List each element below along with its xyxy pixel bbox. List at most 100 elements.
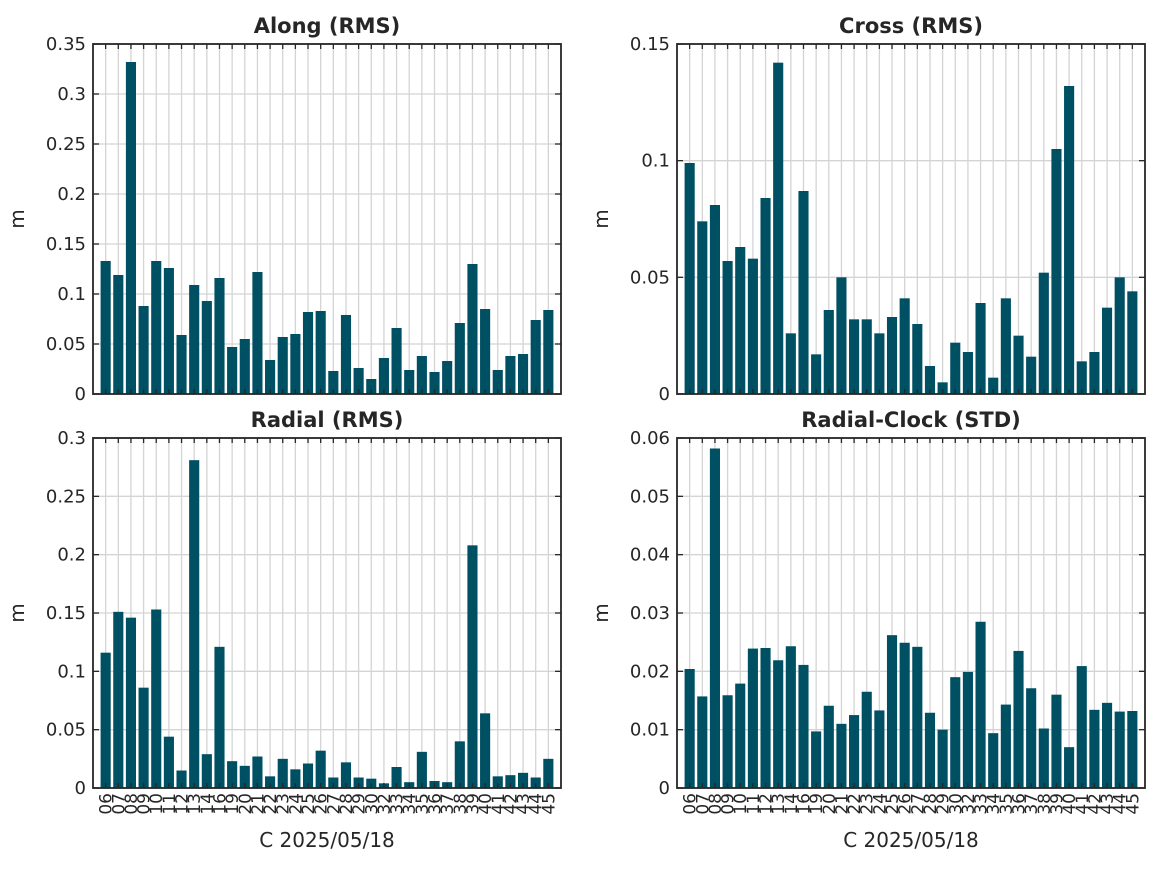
bar-10 [151,609,162,788]
x-tick-label: 38 [451,793,471,815]
bar-08 [125,617,137,788]
chart-panel-4: 00.010.020.030.040.050.06060708091011121… [589,408,1146,852]
chart-title: Along (RMS) [254,14,401,38]
bar-41 [492,776,503,788]
bar-26 [315,311,326,394]
x-tick-label: 20 [236,793,256,815]
bar-26 [899,298,910,394]
x-tick-label: 14 [782,793,802,815]
chart-title: Radial-Clock (STD) [801,408,1021,432]
x-tick-label: 44 [1111,793,1131,815]
bar-40 [1064,747,1075,788]
x-tick-label: 35 [413,793,433,815]
bar-33 [391,767,402,788]
bar-16 [798,191,809,394]
x-tick-label: 23 [858,793,878,815]
bar-23 [861,691,872,788]
bar-43 [1101,702,1113,788]
bar-23 [861,319,872,394]
y-tick-label: 0.01 [630,720,670,741]
bar-25 [886,317,898,394]
bar-10 [735,247,746,394]
x-tick-label: 21 [832,793,852,815]
bar-07 [697,696,708,788]
bar-19 [811,354,822,394]
x-tick-label: 41 [1073,793,1093,815]
bar-34 [988,733,999,788]
y-tick-label: 0.15 [630,34,670,55]
bar-08 [709,205,721,394]
y-tick-label: 0.2 [57,545,86,566]
x-tick-label: 09 [719,793,739,815]
y-axis-label: m [5,603,29,622]
x-tick-label: 19 [223,793,243,815]
bar-21 [836,723,847,788]
bar-22 [265,360,276,394]
y-tick-label: 0.35 [46,34,86,55]
bar-23 [277,758,288,788]
bar-27 [328,371,339,394]
bar-16 [214,646,225,788]
x-tick-label: 45 [539,793,559,815]
bar-44 [530,320,541,394]
bar-09 [138,306,149,394]
x-tick-label: 11 [160,793,180,815]
chart-panel-1: 0 0.05 0.1 0.15 0.2 0.25 0.3 0.35 Along (RMS) m [5,14,562,405]
bar-09 [722,695,733,788]
y-tick-label: 0.25 [46,486,86,507]
bar-14 [201,301,212,394]
y-tick-label: 0.02 [630,661,670,682]
x-tick-label: 35 [997,793,1017,815]
bar-28 [340,315,352,394]
x-tick-label: 30 [946,793,966,815]
bar-37 [442,361,453,394]
bar-38 [454,741,465,788]
x-tick-label: 12 [173,793,193,815]
bar-43 [517,772,529,788]
y-axis-label: m [5,209,29,228]
x-tick-label: 28 [921,793,941,815]
chart-panel-3: 0 0.05 0.1 0.15 0.2 0.25 0.3 060708091011121314… [5,408,562,852]
bar-39 [1051,149,1062,394]
axes-box [676,43,1146,395]
x-tick-label: 11 [744,793,764,815]
bar-12 [176,335,187,394]
chart-title: Radial (RMS) [251,408,404,432]
x-tick-label: 22 [845,793,865,815]
bar-11 [747,258,758,394]
bar-19 [227,347,238,394]
bar-35 [1000,298,1011,394]
x-tick-label: 25 [883,793,903,815]
x-tick-label: 36 [426,793,446,815]
chart-panel-2: 0 0.05 0.1 0.15 Cross (RMS) m [589,14,1146,405]
bar-44 [1114,277,1125,394]
bar-16 [798,664,809,788]
bar-33 [975,621,986,788]
bar-34 [404,370,415,394]
x-tick-label: 19 [807,793,827,815]
bar-11 [163,736,174,788]
bar-06 [100,652,111,788]
bar-29 [937,729,948,788]
bar-09 [722,261,733,394]
bar-11 [747,648,758,788]
bar-44 [530,777,541,788]
y-tick-label: 0.05 [46,720,86,741]
x-tick-label: 43 [514,793,534,815]
y-tick-label: 0 [75,778,86,799]
y-tick-label: 0.03 [630,603,670,624]
x-tick-label: 24 [286,793,306,815]
bar-38 [454,323,465,394]
y-tick-label: 0.3 [57,84,86,105]
y-tick-label: 0.04 [630,545,670,566]
bar-42 [1089,709,1100,788]
x-tick-label: 10 [147,793,167,815]
bar-21 [252,756,263,788]
bar-42 [1089,352,1100,394]
x-tick-label: 33 [388,793,408,815]
x-tick-label: 26 [312,793,332,815]
bar-29 [353,777,364,788]
y-tick-label: 0 [75,384,86,405]
bar-24 [290,769,301,788]
bar-22 [849,715,860,788]
